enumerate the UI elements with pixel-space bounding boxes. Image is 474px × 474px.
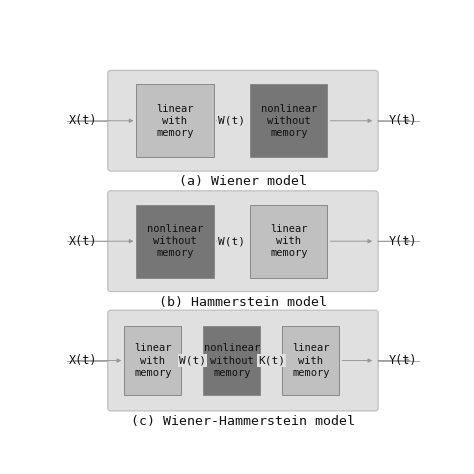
Text: memory: memory <box>270 248 308 258</box>
Text: linear: linear <box>270 224 308 234</box>
Text: Y(t): Y(t) <box>389 114 418 127</box>
Text: X(t): X(t) <box>68 354 97 367</box>
Bar <box>137 84 213 157</box>
Text: linear: linear <box>134 344 172 354</box>
Text: K(t): K(t) <box>258 356 285 365</box>
Text: Y(t): Y(t) <box>389 354 418 367</box>
Text: nonlinear: nonlinear <box>147 224 203 234</box>
Text: with: with <box>140 356 165 365</box>
Text: W(t): W(t) <box>179 356 206 365</box>
FancyBboxPatch shape <box>108 191 378 292</box>
Text: memory: memory <box>156 128 194 138</box>
Text: memory: memory <box>292 368 329 378</box>
Bar <box>203 326 260 395</box>
Text: (b) Hammerstein model: (b) Hammerstein model <box>159 296 327 309</box>
Text: nonlinear: nonlinear <box>204 344 260 354</box>
Text: (c) Wiener-Hammerstein model: (c) Wiener-Hammerstein model <box>131 415 355 428</box>
Text: memory: memory <box>213 368 251 378</box>
Text: (a) Wiener model: (a) Wiener model <box>179 175 307 189</box>
Text: without: without <box>210 356 254 365</box>
Text: X(t): X(t) <box>68 235 97 248</box>
Text: without: without <box>153 236 197 246</box>
Text: X(t): X(t) <box>68 114 97 127</box>
Text: Y(t): Y(t) <box>389 235 418 248</box>
FancyBboxPatch shape <box>108 310 378 411</box>
Text: memory: memory <box>156 248 194 258</box>
Bar <box>250 84 328 157</box>
Text: without: without <box>267 116 311 126</box>
FancyBboxPatch shape <box>108 70 378 171</box>
Text: with: with <box>163 116 187 126</box>
Text: with: with <box>276 236 301 246</box>
Text: memory: memory <box>134 368 172 378</box>
Text: linear: linear <box>292 344 329 354</box>
Text: memory: memory <box>270 128 308 138</box>
Text: nonlinear: nonlinear <box>261 104 317 114</box>
Bar <box>137 205 213 278</box>
Text: W(t): W(t) <box>219 116 246 126</box>
Bar <box>125 326 182 395</box>
Text: linear: linear <box>156 104 194 114</box>
Text: W(t): W(t) <box>219 236 246 246</box>
Text: with: with <box>299 356 323 365</box>
Bar <box>283 326 339 395</box>
Bar <box>250 205 328 278</box>
